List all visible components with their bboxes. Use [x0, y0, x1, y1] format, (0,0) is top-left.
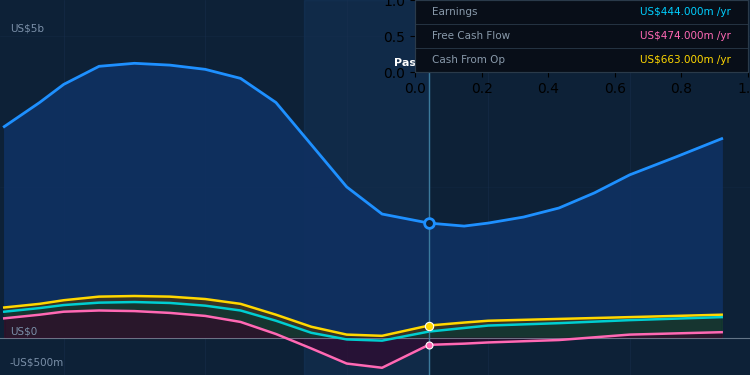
Text: Past: Past	[394, 58, 422, 68]
Text: Cash From Op: Cash From Op	[432, 55, 505, 65]
Text: Analysts Forecasts: Analysts Forecasts	[436, 58, 540, 68]
Text: US$5b: US$5b	[10, 23, 44, 33]
Bar	[304, 0, 429, 375]
Text: US$0: US$0	[10, 326, 38, 336]
Text: Earnings: Earnings	[432, 7, 477, 17]
Text: US$444.000m /yr: US$444.000m /yr	[640, 7, 731, 17]
Text: US$474.000m /yr: US$474.000m /yr	[640, 31, 731, 41]
Text: Free Cash Flow: Free Cash Flow	[432, 31, 510, 41]
Text: US$663.000m /yr: US$663.000m /yr	[640, 55, 731, 65]
Text: -US$500m: -US$500m	[10, 357, 64, 367]
